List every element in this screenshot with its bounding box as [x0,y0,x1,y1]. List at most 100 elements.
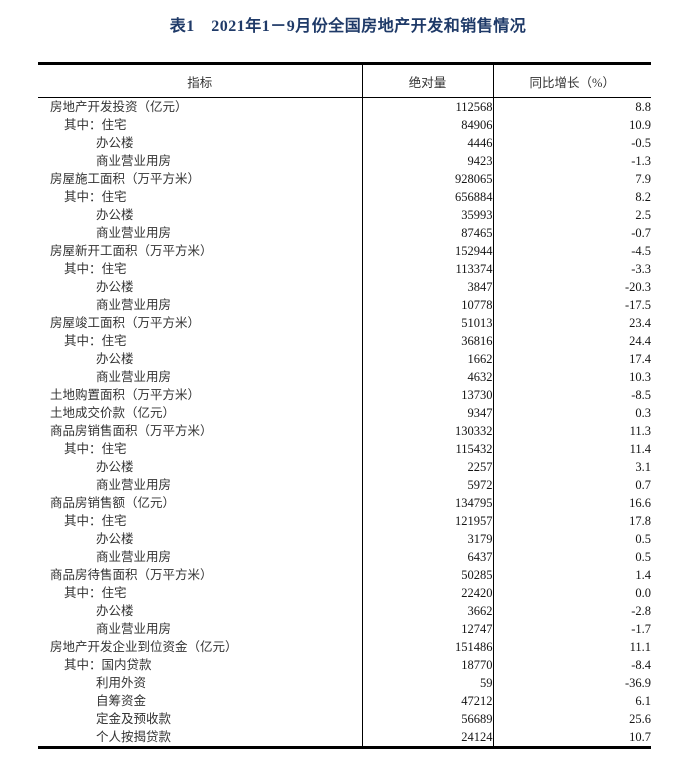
indicator-cell: 办公楼 [38,602,363,620]
indicator-cell: 土地购置面积（万平方米） [38,386,363,404]
indicator-cell: 其中：住宅 [38,260,363,278]
table-row: 商品房待售面积（万平方米） 50285 1.4 [38,566,651,584]
absolute-value-cell: 3662 [362,602,494,620]
growth-cell: -36.9 [624,676,651,690]
absolute-value-cell: 1662 [362,350,494,368]
column-header-yoy-growth: 同比增长（%） [493,63,651,98]
table-row: 其中：住宅 84906 10.9 [38,116,651,134]
table-row: 商业营业用房 87465 -0.7 [38,224,651,242]
table-body: 房地产开发投资（亿元） 112568 8.8 其中：住宅 84906 10.9 办公楼 444… [38,97,651,748]
growth-cell: -20.3 [624,280,651,294]
absolute-value-cell: 13730 [362,386,494,404]
absolute-value-cell: 121957 [362,512,494,530]
table-row: 定金及预收款 56689 25.6 [38,710,651,728]
absolute-value-cell: 9423 [362,152,494,170]
growth-cell: 24.4 [629,334,651,348]
table-row: 商业营业用房 4632 10.3 [38,368,651,386]
growth-cell: 11.4 [629,442,651,456]
absolute-value-cell: 18770 [362,656,494,674]
table-row: 商业营业用房 5972 0.7 [38,476,651,494]
table-row: 办公楼 3662 -2.8 [38,602,651,620]
indicator-cell: 商业营业用房 [38,224,363,242]
absolute-value-cell: 656884 [362,188,494,206]
table-row: 土地成交价款（亿元） 9347 0.3 [38,404,651,422]
absolute-value-cell: 113374 [362,260,494,278]
indicator-cell: 办公楼 [38,278,363,296]
table-row: 个人按揭贷款 24124 10.7 [38,728,651,748]
absolute-value-cell: 50285 [362,566,494,584]
growth-cell: -2.8 [631,604,651,618]
page-title: 表1 2021年1－9月份全国房地产开发和销售情况 [169,18,527,35]
table-row: 房地产开发投资（亿元） 112568 8.8 [38,97,651,116]
absolute-value-cell: 84906 [362,116,494,134]
table-row: 房屋新开工面积（万平方米） 152944 -4.5 [38,242,651,260]
growth-cell: -17.5 [624,298,651,312]
indicator-cell: 其中：住宅 [38,332,363,350]
table-row: 商业营业用房 9423 -1.3 [38,152,651,170]
growth-cell: 0.3 [635,406,651,420]
growth-cell: -0.5 [631,136,651,150]
growth-cell: 0.7 [635,478,651,492]
indicator-cell: 其中：住宅 [38,440,363,458]
indicator-cell: 房屋竣工面积（万平方米） [38,314,363,332]
table-row: 土地购置面积（万平方米） 13730 -8.5 [38,386,651,404]
growth-cell: -1.3 [631,154,651,168]
table-header: 指标 绝对量 同比增长（%） [38,63,651,98]
table-row: 其中：住宅 113374 -3.3 [38,260,651,278]
growth-cell: 10.9 [629,118,651,132]
indicator-cell: 商品房待售面积（万平方米） [38,566,363,584]
indicator-cell: 土地成交价款（亿元） [38,404,363,422]
growth-cell: -4.5 [631,244,651,258]
absolute-value-cell: 112568 [362,97,494,116]
table-row: 其中：住宅 22420 0.0 [38,584,651,602]
indicator-cell: 办公楼 [38,458,363,476]
absolute-value-cell: 56689 [362,710,494,728]
absolute-value-cell: 3847 [362,278,494,296]
absolute-value-cell: 47212 [362,692,494,710]
table-row: 商品房销售面积（万平方米） 130332 11.3 [38,422,651,440]
growth-cell: 25.6 [629,712,651,726]
absolute-value-cell: 6437 [362,548,494,566]
absolute-value-cell: 115432 [362,440,494,458]
absolute-value-cell: 12747 [362,620,494,638]
absolute-value-cell: 22420 [362,584,494,602]
absolute-value-cell: 134795 [362,494,494,512]
indicator-cell: 商业营业用房 [38,548,363,566]
table-row: 办公楼 1662 17.4 [38,350,651,368]
table-row: 商品房销售额（亿元） 134795 16.6 [38,494,651,512]
table-row: 办公楼 3179 0.5 [38,530,651,548]
growth-cell: 16.6 [629,496,651,510]
growth-cell: -1.7 [631,622,651,636]
indicator-cell: 定金及预收款 [38,710,363,728]
header-row: 指标 绝对量 同比增长（%） [38,63,651,98]
indicator-cell: 办公楼 [38,134,363,152]
growth-cell: 11.1 [629,640,651,654]
table-row: 自筹资金 47212 6.1 [38,692,651,710]
absolute-value-cell: 151486 [362,638,494,656]
growth-cell: 10.3 [629,370,651,384]
growth-cell: 0.0 [635,586,651,600]
indicator-cell: 其中：住宅 [38,584,363,602]
growth-cell: 3.1 [635,460,651,474]
absolute-value-cell: 51013 [362,314,494,332]
column-header-absolute-value: 绝对量 [362,63,494,98]
absolute-value-cell: 2257 [362,458,494,476]
indicator-cell: 其中：国内贷款 [38,656,363,674]
table-row: 办公楼 3847 -20.3 [38,278,651,296]
indicator-cell: 房屋新开工面积（万平方米） [38,242,363,260]
indicator-cell: 商业营业用房 [38,476,363,494]
table-row: 办公楼 2257 3.1 [38,458,651,476]
absolute-value-cell: 152944 [362,242,494,260]
indicator-cell: 商业营业用房 [38,296,363,314]
growth-cell: 0.5 [635,550,651,564]
absolute-value-cell: 4446 [362,134,494,152]
indicator-cell: 办公楼 [38,350,363,368]
growth-cell: 17.4 [629,352,651,366]
absolute-value-cell: 130332 [362,422,494,440]
column-header-indicator: 指标 [38,63,363,98]
growth-cell: -8.4 [631,658,651,672]
table-row: 其中：住宅 115432 11.4 [38,440,651,458]
growth-cell: 10.7 [629,730,651,744]
indicator-cell: 办公楼 [38,530,363,548]
